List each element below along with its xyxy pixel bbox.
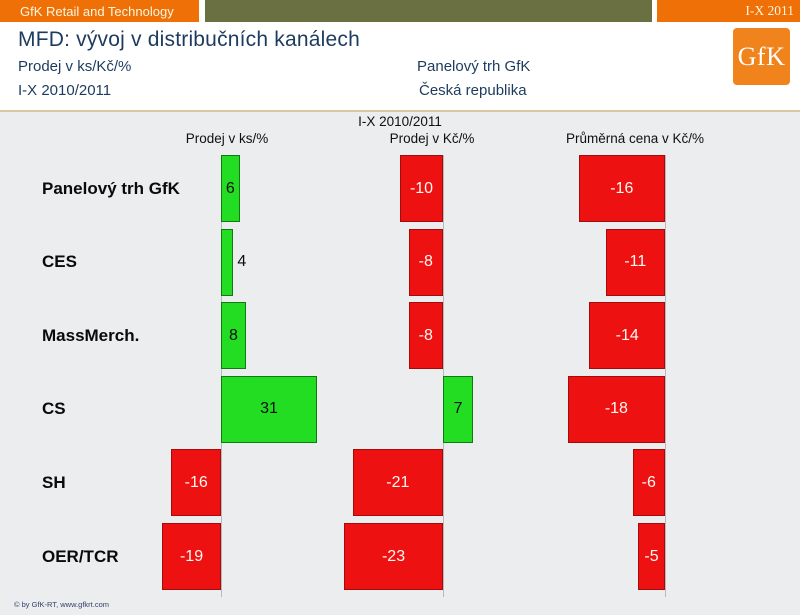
chart-title: I-X 2010/2011 bbox=[358, 114, 442, 129]
bar-value-label: -21 bbox=[386, 473, 410, 491]
bar-value-label: -16 bbox=[610, 179, 634, 197]
bar-value-label: -16 bbox=[184, 473, 208, 491]
bar-value-label: 8 bbox=[228, 326, 238, 344]
bar: -14 bbox=[589, 302, 665, 370]
row-label: CES bbox=[42, 252, 77, 272]
bar: -8 bbox=[408, 302, 443, 370]
subtitle-metric: Prodej v ks/Kč/% bbox=[18, 58, 132, 75]
bar: -6 bbox=[632, 449, 665, 517]
subtitle-period: I-X 2010/2011 bbox=[18, 82, 112, 99]
bar: -11 bbox=[605, 228, 665, 296]
bar: -16 bbox=[578, 155, 665, 222]
top-bar-left-segment: GfK Retail and Technology bbox=[0, 0, 199, 22]
bar-value-label: 31 bbox=[260, 400, 278, 418]
bar-value-label: -14 bbox=[615, 326, 639, 344]
bar-value-label: 4 bbox=[237, 253, 247, 271]
bar: -21 bbox=[352, 449, 443, 517]
zero-axis-line-3 bbox=[665, 155, 666, 597]
header-divider bbox=[0, 110, 800, 112]
panel-market-label: Panelový trh GfK bbox=[417, 58, 531, 75]
bar: -5 bbox=[638, 523, 665, 590]
gfk-logo-text: GfK bbox=[737, 41, 786, 71]
gfk-logo: GfK bbox=[733, 28, 790, 85]
bar: -18 bbox=[567, 375, 665, 443]
page-title: MFD: vývoj v distribučních kanálech bbox=[18, 28, 360, 51]
bar: -23 bbox=[344, 523, 443, 590]
bar-value-label: -8 bbox=[418, 253, 433, 271]
top-bar-period-label: I-X 2011 bbox=[745, 3, 794, 18]
bar-value-label: -8 bbox=[418, 326, 433, 344]
bar-value-label: -5 bbox=[644, 547, 659, 565]
bar: -8 bbox=[408, 228, 443, 296]
top-bar-right-segment: I-X 2011 bbox=[657, 0, 800, 22]
top-bar-left-label: GfK Retail and Technology bbox=[20, 3, 174, 19]
bar: -16 bbox=[171, 449, 221, 517]
header: MFD: vývoj v distribučních kanálech Prod… bbox=[0, 22, 800, 110]
column-title-3: Průměrná cena v Kč/% bbox=[565, 131, 705, 146]
country-label: Česká republika bbox=[419, 82, 527, 99]
bar-value-label: -6 bbox=[641, 473, 656, 491]
row-label: SH bbox=[42, 472, 66, 492]
bar: -19 bbox=[162, 523, 221, 590]
top-bar: GfK Retail and Technology I-X 2011 bbox=[0, 0, 800, 22]
bar-value-label: 6 bbox=[225, 179, 235, 197]
row-label: CS bbox=[42, 399, 66, 419]
column-title-2: Prodej v Kč/% bbox=[389, 131, 475, 146]
top-bar-middle-segment bbox=[205, 0, 652, 22]
bar: 8 bbox=[221, 302, 246, 370]
bar-value-label: -10 bbox=[409, 179, 434, 197]
row-label: OER/TCR bbox=[42, 546, 119, 566]
column-title-1: Prodej v ks/% bbox=[185, 131, 269, 146]
row-label: MassMerch. bbox=[42, 325, 140, 345]
bar: 31 bbox=[221, 375, 318, 443]
bar-value-label: -23 bbox=[381, 547, 406, 565]
row-label: Panelový trh GfK bbox=[42, 178, 180, 198]
bar: 6 bbox=[221, 155, 240, 222]
chart-area: I-X 2010/2011 Prodej v ks/% Prodej v Kč/%… bbox=[0, 112, 800, 615]
bar-value-label: -18 bbox=[604, 400, 628, 418]
bar-value-label: -11 bbox=[624, 253, 647, 271]
bar: -10 bbox=[400, 155, 443, 222]
bar bbox=[221, 228, 234, 296]
copyright-text: © by GfK-RT, www.gfkrt.com bbox=[14, 600, 109, 609]
bar: 7 bbox=[443, 375, 474, 443]
bar-value-label: 7 bbox=[453, 400, 463, 418]
bar-value-label: -19 bbox=[179, 547, 204, 565]
